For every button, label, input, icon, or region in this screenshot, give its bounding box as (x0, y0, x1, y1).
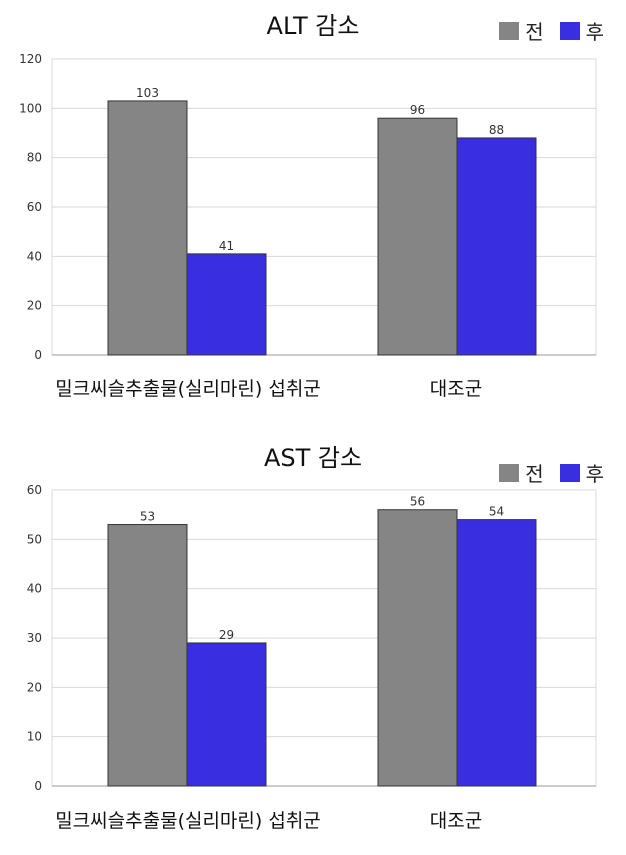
y-tick-label: 40 (27, 582, 42, 596)
legend-swatch-after (559, 21, 580, 40)
data-label: 103 (136, 86, 159, 100)
legend-item-after: 후 (559, 458, 604, 487)
y-tick-label: 10 (27, 730, 42, 744)
legend-item-after: 후 (559, 16, 604, 45)
bar (456, 519, 537, 787)
data-label: 29 (219, 628, 234, 642)
category-label: 밀크씨슬추출물(실리마린) 섭취군 (55, 810, 321, 832)
legend-item-before: 전 (499, 458, 544, 487)
y-tick-label: 0 (34, 348, 42, 362)
ast-chart-panel: AST 감소 전 후 0 10 20 30 40 50 60 53 56 29 54 밀크씨슬추출물… (0, 432, 626, 855)
bar (107, 100, 188, 356)
data-label: 53 (140, 510, 155, 524)
alt-chart-panel: ALT 감소 전 후 0 20 40 60 80 100 120 103 96 41 88 밀크씨슬… (0, 0, 626, 420)
legend-swatch-after (559, 463, 580, 482)
bar (186, 253, 267, 356)
alt-bar-chart: 0 20 40 60 80 100 120 103 96 41 88 (19, 52, 597, 362)
chart-legend: 전 후 (499, 458, 604, 487)
chart-title: ALT 감소 (266, 12, 360, 40)
y-tick-label: 60 (27, 200, 42, 214)
category-label: 대조군 (429, 378, 483, 400)
chart-legend: 전 후 (499, 16, 604, 45)
y-tick-label: 40 (27, 249, 42, 263)
legend-swatch-before (499, 463, 520, 482)
data-label: 54 (489, 505, 504, 519)
data-label: 96 (410, 103, 425, 117)
bar (377, 509, 458, 787)
legend-label-before: 전 (525, 462, 544, 486)
y-tick-label: 0 (34, 779, 42, 793)
data-label: 41 (219, 239, 234, 253)
y-tick-label: 20 (27, 680, 42, 694)
bar (186, 642, 267, 787)
legend-item-before: 전 (499, 16, 544, 45)
y-tick-label: 50 (27, 532, 42, 546)
bar (456, 137, 537, 356)
y-tick-label: 80 (27, 151, 42, 165)
legend-label-after: 후 (585, 20, 604, 44)
y-tick-label: 120 (19, 52, 42, 66)
y-tick-label: 100 (19, 101, 42, 115)
data-label: 56 (410, 495, 425, 509)
ast-bar-chart: 0 10 20 30 40 50 60 53 56 29 54 (27, 483, 597, 793)
chart-title: AST 감소 (263, 444, 363, 472)
y-tick-label: 20 (27, 299, 42, 313)
y-tick-label: 30 (27, 631, 42, 645)
legend-swatch-before (499, 21, 520, 40)
legend-label-after: 후 (585, 462, 604, 486)
bar (377, 117, 458, 356)
legend-label-before: 전 (525, 20, 544, 44)
category-label: 대조군 (429, 810, 483, 832)
data-label: 88 (489, 123, 504, 137)
y-tick-label: 60 (27, 483, 42, 497)
bar (107, 524, 188, 787)
category-label: 밀크씨슬추출물(실리마린) 섭취군 (55, 378, 321, 400)
